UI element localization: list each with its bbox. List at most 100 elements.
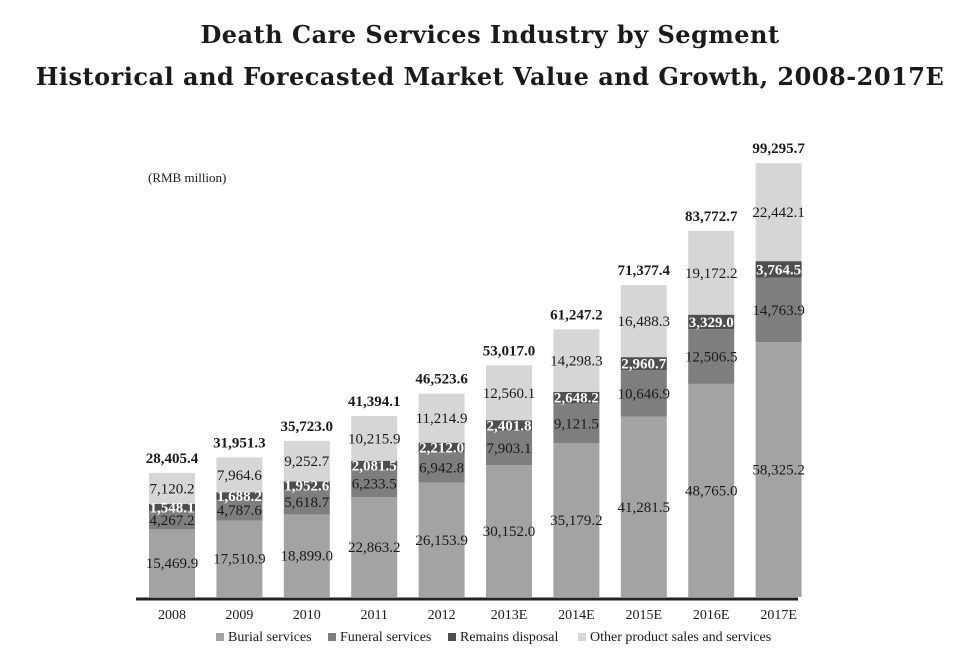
segment-value-label: 7,120.2 (150, 481, 195, 497)
bar-segment (351, 497, 398, 597)
bar-segment (620, 416, 667, 597)
segment-value-label: 14,298.3 (550, 354, 603, 370)
segment-value-label: 4,787.6 (217, 503, 263, 519)
segment-value-label: 9,252.7 (284, 454, 330, 470)
bar-segment (418, 482, 465, 597)
segment-value-label: 26,153.9 (415, 533, 468, 549)
x-tick-label: 2013E (491, 608, 528, 623)
bar-segment (283, 440, 330, 482)
bars-group (149, 163, 802, 597)
bar-segment (418, 442, 465, 453)
segment-value-label: 7,964.6 (217, 468, 263, 484)
legend-swatch (578, 633, 586, 641)
bar-segment (755, 277, 802, 343)
segment-value-label: 6,942.8 (419, 461, 464, 477)
legend-swatch (216, 633, 224, 641)
legend-label: Remains disposal (460, 630, 558, 645)
segment-value-label: 12,560.1 (483, 386, 536, 402)
chart-title: Death Care Services Industry by Segment (200, 20, 780, 49)
segment-value-label: 19,172.2 (685, 266, 738, 282)
segment-value-label: 16,488.3 (618, 314, 671, 330)
x-tick-labels-group: 2008 2009 2010 2011 2012 2013E 2014E 2015E 2016E… (158, 608, 797, 623)
x-tick-label: 2011 (360, 608, 387, 623)
total-value-label: 46,523.6 (415, 372, 468, 388)
x-tick-label: 2010 (293, 608, 321, 623)
segment-value-label: 10,215.9 (348, 431, 401, 447)
legend-swatch (328, 633, 336, 641)
x-tick-label: 2012 (428, 608, 456, 623)
total-value-label: 41,394.1 (348, 394, 401, 410)
bar-segment (149, 529, 195, 597)
total-value-label: 71,377.4 (618, 263, 671, 279)
segment-value-label: 1,952.6 (284, 479, 330, 495)
unit-label: (RMB million) (148, 170, 226, 185)
bar-segment (351, 416, 398, 461)
bar-segment (216, 499, 263, 521)
x-tick-label: 2016E (693, 608, 730, 623)
segment-value-label: 35,179.2 (550, 513, 603, 529)
x-tick-label: 2009 (225, 608, 253, 623)
bar-segment (149, 503, 195, 511)
total-value-label: 83,772.7 (685, 209, 738, 225)
bar-segment (486, 420, 532, 431)
total-value-label: 31,951.3 (213, 435, 266, 451)
bar-segment (149, 510, 195, 530)
bar-segment (620, 357, 667, 371)
segment-value-label: 2,081.5 (352, 458, 397, 474)
segment-value-label: 9,121.5 (554, 416, 599, 432)
segment-value-label: 14,763.9 (752, 303, 805, 319)
bar-segment (620, 285, 667, 358)
x-tick-label: 2014E (558, 608, 595, 623)
bar-segment (351, 460, 398, 470)
bar-segment (351, 469, 398, 498)
legend-label: Other product sales and services (590, 630, 771, 645)
bar-segment (486, 465, 532, 597)
bar-segment (688, 329, 735, 384)
segment-value-label: 12,506.5 (685, 350, 738, 366)
bar-segment (755, 261, 802, 278)
segment-value-label: 6,233.5 (352, 476, 397, 492)
segment-value-label: 2,401.8 (487, 418, 532, 434)
bar-segment (553, 391, 600, 404)
bar-segment (216, 520, 263, 597)
bar-segment (688, 314, 735, 330)
total-value-label: 99,295.7 (752, 141, 805, 157)
segment-value-label: 3,329.0 (689, 315, 734, 331)
bar-segment (216, 492, 263, 500)
total-value-label: 35,723.0 (281, 419, 334, 435)
segment-value-label: 1,548.1 (150, 500, 195, 516)
bar-segment (755, 163, 802, 262)
bar-segment (283, 481, 330, 490)
bar-segment (688, 383, 735, 597)
segment-value-label: 30,152.0 (483, 524, 536, 540)
legend-label: Funeral services (340, 630, 431, 645)
bar-segment (553, 403, 600, 444)
bar-segment (620, 370, 667, 417)
x-tick-label: 2015E (626, 608, 663, 623)
segment-value-label: 2,960.7 (621, 357, 667, 373)
segment-labels-group: 15,469.9 4,267.21,548.1 7,120.2 17,510.9 4,7… (146, 205, 805, 572)
segment-value-label: 22,863.2 (348, 540, 401, 556)
bar-segment (553, 443, 600, 597)
segment-value-label: 2,212.0 (419, 441, 464, 457)
bar-segment (283, 514, 330, 597)
segment-value-label: 2,648.2 (554, 391, 599, 407)
segment-value-label: 41,281.5 (618, 500, 671, 516)
segment-value-label: 3,764.5 (756, 262, 801, 278)
bar-segment (418, 452, 465, 483)
total-value-label: 28,405.4 (146, 451, 199, 467)
legend: Burial services Funeral services Remains d… (216, 630, 771, 645)
segment-value-label: 48,765.0 (685, 483, 738, 499)
total-labels-group: 28,405.4 31,951.3 35,723.0 41,394.1 46,523.6… (146, 141, 806, 467)
bar-segment (216, 457, 263, 493)
x-tick-label: 2008 (158, 608, 186, 623)
total-value-label: 61,247.2 (550, 307, 603, 323)
bar-segment (486, 365, 532, 421)
x-tick-label: 2017E (760, 608, 797, 623)
segment-value-label: 5,618.7 (284, 495, 330, 511)
bar-segment (418, 393, 465, 443)
bar-segment (553, 329, 600, 392)
bar-segment (755, 342, 802, 597)
segment-value-label: 1,688.2 (217, 489, 262, 505)
bar-segment (486, 430, 532, 466)
